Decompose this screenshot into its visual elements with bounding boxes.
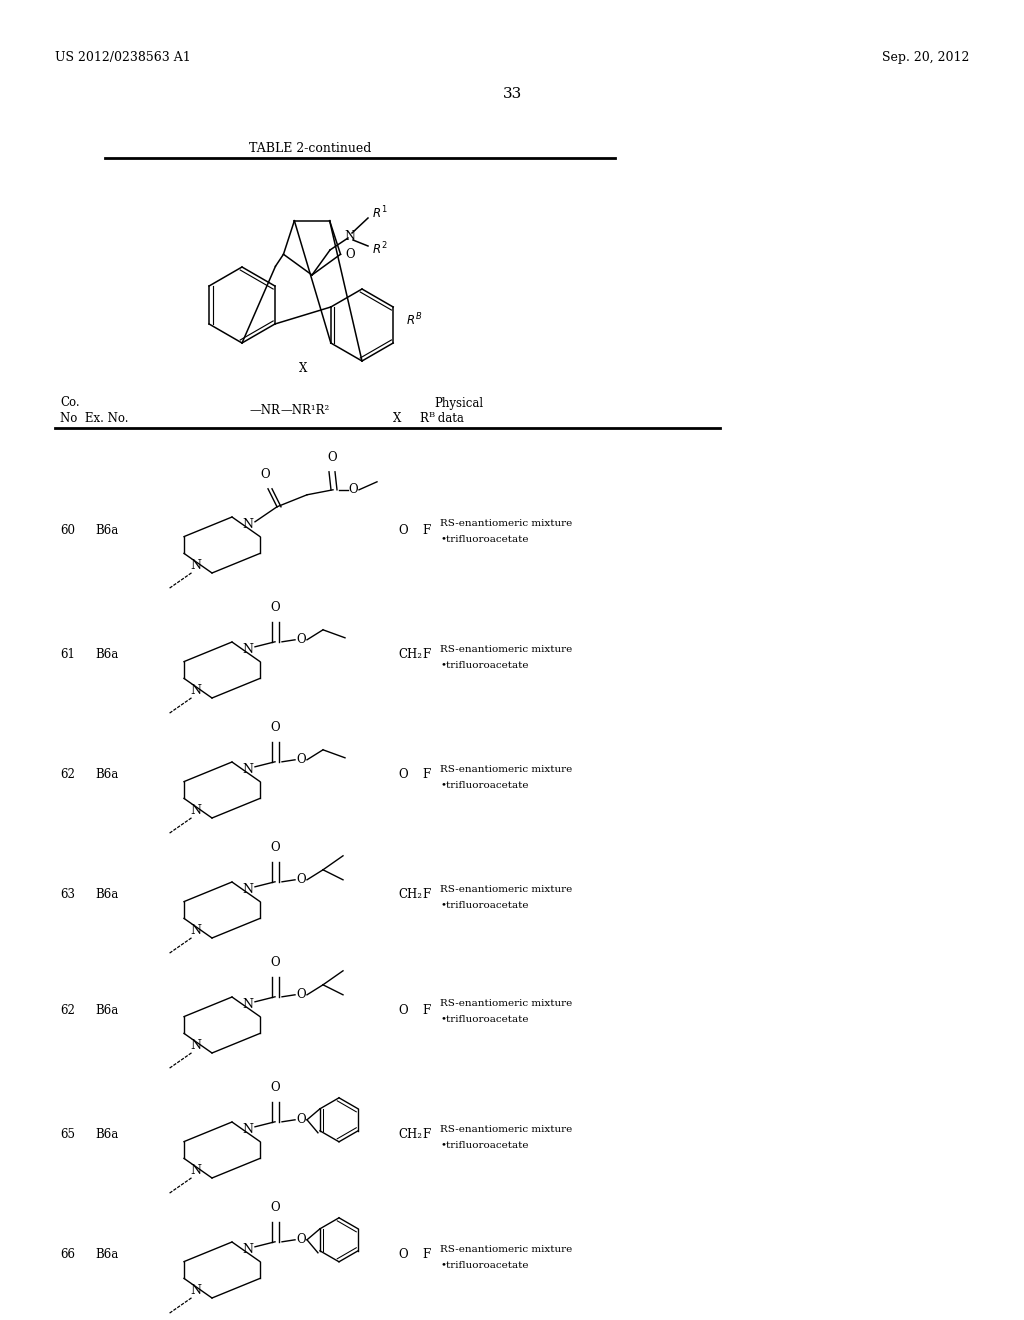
Text: CH₂: CH₂ [398, 1129, 422, 1142]
Text: CH₂: CH₂ [398, 888, 422, 902]
Text: N: N [243, 883, 254, 896]
Text: O: O [296, 1113, 306, 1126]
Text: 33: 33 [503, 87, 521, 102]
Text: N: N [243, 763, 254, 776]
Text: Sep. 20, 2012: Sep. 20, 2012 [882, 51, 969, 65]
Text: 65: 65 [60, 1129, 75, 1142]
Text: O: O [398, 768, 408, 781]
Text: CH₂: CH₂ [398, 648, 422, 661]
Text: $R^B$: $R^B$ [406, 312, 422, 329]
Text: RS-enantiomeric mixture: RS-enantiomeric mixture [440, 764, 572, 774]
Text: R: R [419, 412, 428, 425]
Text: Physical: Physical [434, 396, 483, 409]
Text: N: N [190, 804, 202, 817]
Text: X: X [393, 412, 401, 425]
Text: RS-enantiomeric mixture: RS-enantiomeric mixture [440, 1125, 572, 1134]
Text: O: O [348, 483, 357, 496]
Text: 60: 60 [60, 524, 75, 536]
Text: O: O [296, 989, 306, 1002]
Text: N: N [190, 1164, 202, 1176]
Text: B: B [429, 411, 435, 418]
Text: 62: 62 [60, 768, 75, 781]
Text: O: O [270, 601, 280, 614]
Text: O: O [296, 1233, 306, 1246]
Text: B6a: B6a [95, 768, 118, 781]
Text: N: N [190, 684, 202, 697]
Text: •trifluoroacetate: •trifluoroacetate [440, 660, 528, 669]
Text: F: F [422, 768, 430, 781]
Text: O: O [398, 1003, 408, 1016]
Text: O: O [260, 467, 269, 480]
Text: •trifluoroacetate: •trifluoroacetate [440, 536, 528, 544]
Text: 63: 63 [60, 888, 75, 902]
Text: RS-enantiomeric mixture: RS-enantiomeric mixture [440, 999, 572, 1008]
Text: data: data [434, 412, 464, 425]
Text: F: F [422, 1129, 430, 1142]
Text: RS-enantiomeric mixture: RS-enantiomeric mixture [440, 884, 572, 894]
Text: N: N [243, 643, 254, 656]
Text: O: O [296, 634, 306, 647]
Text: F: F [422, 1249, 430, 1262]
Text: O: O [345, 248, 355, 261]
Text: •trifluoroacetate: •trifluoroacetate [440, 900, 528, 909]
Text: US 2012/0238563 A1: US 2012/0238563 A1 [55, 51, 190, 65]
Text: B6a: B6a [95, 648, 118, 661]
Text: F: F [422, 1003, 430, 1016]
Text: B6a: B6a [95, 1249, 118, 1262]
Text: O: O [270, 956, 280, 969]
Text: 66: 66 [60, 1249, 75, 1262]
Text: 62: 62 [60, 1003, 75, 1016]
Text: $R^1$: $R^1$ [372, 205, 387, 222]
Text: N: N [190, 1283, 202, 1296]
Text: O: O [296, 874, 306, 886]
Text: O: O [270, 721, 280, 734]
Text: O: O [398, 524, 408, 536]
Text: RS-enantiomeric mixture: RS-enantiomeric mixture [440, 520, 572, 528]
Text: •trifluoroacetate: •trifluoroacetate [440, 1140, 528, 1150]
Text: X: X [299, 362, 307, 375]
Text: N: N [243, 1123, 254, 1137]
Text: N: N [243, 519, 254, 531]
Text: No  Ex. No.: No Ex. No. [60, 412, 128, 425]
Text: —NR¹R²: —NR¹R² [280, 404, 330, 417]
Text: N: N [243, 1243, 254, 1257]
Text: B6a: B6a [95, 888, 118, 902]
Text: N: N [190, 924, 202, 937]
Text: O: O [296, 754, 306, 767]
Text: O: O [270, 1081, 280, 1094]
Text: F: F [422, 888, 430, 902]
Text: B6a: B6a [95, 524, 118, 536]
Text: N: N [190, 558, 202, 572]
Text: —NR: —NR [249, 404, 280, 417]
Text: F: F [422, 524, 430, 536]
Text: B6a: B6a [95, 1003, 118, 1016]
Text: O: O [398, 1249, 408, 1262]
Text: O: O [328, 451, 337, 463]
Text: F: F [422, 648, 430, 661]
Text: TABLE 2-continued: TABLE 2-continued [249, 141, 371, 154]
Text: RS-enantiomeric mixture: RS-enantiomeric mixture [440, 1245, 572, 1254]
Text: N: N [190, 1039, 202, 1052]
Text: B6a: B6a [95, 1129, 118, 1142]
Text: Co.: Co. [60, 396, 80, 409]
Text: •trifluoroacetate: •trifluoroacetate [440, 1015, 528, 1024]
Text: $R^2$: $R^2$ [372, 240, 387, 257]
Text: O: O [270, 1201, 280, 1214]
Text: •trifluoroacetate: •trifluoroacetate [440, 780, 528, 789]
Text: N: N [243, 998, 254, 1011]
Text: N: N [344, 230, 355, 243]
Text: •trifluoroacetate: •trifluoroacetate [440, 1261, 528, 1270]
Text: 61: 61 [60, 648, 75, 661]
Text: O: O [270, 841, 280, 854]
Text: RS-enantiomeric mixture: RS-enantiomeric mixture [440, 644, 572, 653]
